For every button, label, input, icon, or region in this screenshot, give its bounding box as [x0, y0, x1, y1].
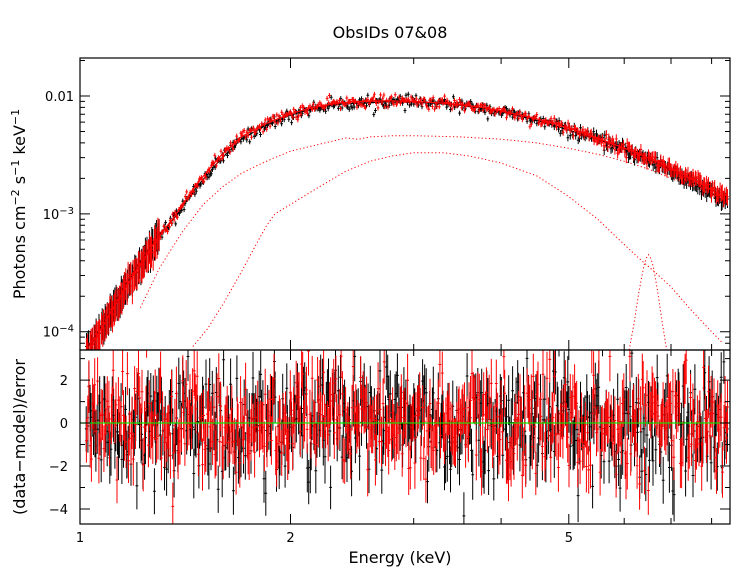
model-component-2 [192, 152, 724, 347]
x-tick-label: 5 [565, 531, 573, 546]
spectrum-model-curve-1 [91, 101, 724, 344]
chart-title: ObsIDs 07&08 [333, 23, 448, 42]
residual-y-tick-label: −4 [49, 503, 68, 518]
ylabel-base: Photons cm [10, 206, 29, 300]
residual-y-tick-label: −2 [49, 460, 68, 475]
axis-ticks [79, 58, 730, 524]
x-tick-label: 1 [76, 531, 84, 546]
spectrum-y-axis-label: Photons cm−2 s−1 keV−1 [9, 109, 30, 299]
spectrum-points-1 [85, 91, 729, 350]
spectrum-series-1 [85, 91, 729, 350]
ylabel-exp3: −1 [9, 109, 22, 125]
tick-marks [79, 58, 730, 524]
x-axis-label: Energy (keV) [348, 548, 451, 567]
ylabel-tail: keV [10, 125, 29, 160]
ylabel-mid: s [10, 176, 29, 189]
ylabel-exp2: −1 [9, 160, 22, 176]
residual-points-2 [85, 350, 729, 524]
ylabel-exp1: −2 [9, 189, 22, 205]
model-component-1 [139, 135, 730, 308]
spectrum-y-tick-label: 10−3 [43, 205, 74, 223]
spectrum-panel-marks [85, 91, 730, 350]
spectrum-y-tick-label: 0.01 [45, 90, 74, 105]
residual-y-tick-label: 0 [60, 417, 68, 432]
residuals-panel-marks [80, 350, 730, 524]
spectrum-y-tick-label: 10−4 [43, 323, 74, 341]
x-tick-label: 2 [286, 531, 294, 546]
spectrum-model-curve-2 [91, 100, 724, 347]
model-component-3 [628, 253, 668, 350]
residuals-panel-frame [79, 349, 731, 525]
axis-tick-labels: 1 2 5 0.01 10−3 10−4 2 0 −2 −4 [43, 90, 573, 546]
residual-y-tick-label: 2 [60, 374, 68, 389]
residuals-y-axis-label: (data−model)/error [10, 359, 29, 515]
spectrum-series-2 [85, 91, 729, 350]
